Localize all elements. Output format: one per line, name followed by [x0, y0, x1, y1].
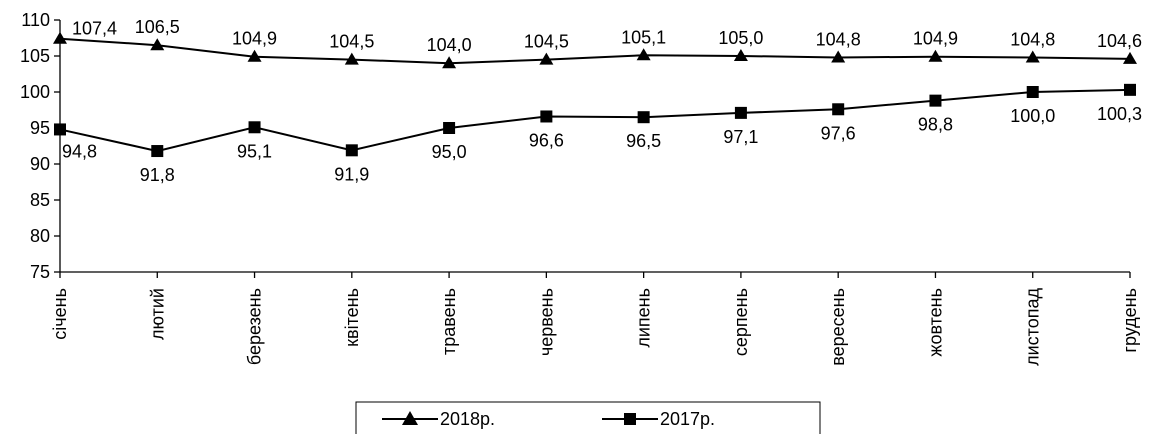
data-label: 107,4 [72, 19, 117, 39]
series-marker-square [151, 145, 164, 158]
data-label: 104,8 [816, 29, 861, 49]
series-marker-square [345, 144, 358, 157]
data-label: 104,8 [1010, 29, 1055, 49]
series-marker-triangle [539, 52, 554, 65]
data-label: 104,5 [329, 32, 374, 52]
data-label: 97,1 [723, 127, 758, 147]
y-tick-label: 110 [21, 10, 50, 30]
data-label: 105,1 [621, 27, 666, 47]
series-line-1 [59, 37, 1131, 65]
y-tick-label: 80 [30, 226, 50, 246]
series-marker-square [54, 123, 66, 136]
x-tick-label: липень [634, 288, 654, 348]
series-marker-triangle [1025, 50, 1040, 63]
series-marker-square [1124, 83, 1136, 96]
x-tick-label: грудень [1120, 288, 1140, 353]
series-marker-square [929, 94, 942, 107]
x-tick-label: жовтень [925, 288, 945, 357]
series-marker-triangle [247, 49, 262, 62]
series-marker-square [443, 122, 456, 134]
data-label: 95,0 [432, 142, 467, 162]
x-tick-label: січень [50, 288, 70, 340]
y-tick-label: 75 [30, 262, 50, 282]
series-marker-triangle [344, 52, 359, 65]
data-label: 94,8 [62, 141, 97, 161]
data-label: 96,6 [529, 130, 564, 150]
data-labels: 107,4 106,5 104,9 104,5 104,0 104,5 105,1 105,0… [62, 17, 1142, 185]
y-tick-label: 95 [30, 118, 50, 138]
series-marker-triangle [636, 48, 651, 61]
y-tick-label: 90 [30, 154, 50, 174]
data-label: 98,8 [918, 115, 953, 135]
series-marker-square [248, 121, 261, 134]
data-label: 97,6 [821, 123, 856, 143]
x-tick-label: серпень [731, 288, 751, 356]
chart-legend: 2018р. 2017р. [355, 401, 821, 434]
x-tick-label: лютий [147, 288, 167, 340]
chart-axes: 75 80 85 90 95 100 105 110 січень лютий березень кв… [20, 10, 1140, 366]
series-marker-triangle [150, 38, 165, 51]
series-line-2 [59, 88, 1131, 153]
data-label: 104,9 [232, 29, 277, 49]
data-label: 104,9 [913, 29, 958, 49]
series-marker-square [832, 103, 845, 116]
legend-label: 2018р. [440, 409, 495, 429]
series-marker-triangle [53, 31, 67, 44]
legend-marker-square [624, 413, 636, 425]
data-label: 105,0 [718, 28, 763, 48]
y-tick-label: 105 [20, 46, 50, 66]
data-label: 100,3 [1097, 104, 1142, 124]
y-tick-label: 100 [20, 82, 50, 102]
series-marker-triangle [831, 50, 846, 63]
series-marker-triangle [733, 49, 748, 61]
data-label: 100,0 [1010, 106, 1055, 126]
series-marker-triangle [1123, 51, 1137, 64]
data-label: 95,1 [237, 141, 272, 161]
data-label: 104,6 [1097, 31, 1142, 51]
series-marker-triangle [442, 56, 457, 69]
series-marker-square [637, 111, 650, 124]
x-tick-label: березень [245, 288, 265, 365]
x-tick-label: червень [536, 288, 556, 356]
series-marker-square [1026, 86, 1039, 98]
y-tick-label: 85 [30, 190, 50, 210]
x-tick-label: листопад [1023, 288, 1043, 366]
legend-marker-triangle [402, 411, 418, 425]
data-label: 91,8 [140, 165, 175, 185]
data-label: 96,5 [626, 131, 661, 151]
chart-series [53, 31, 1137, 158]
data-label: 91,9 [334, 164, 369, 184]
data-label: 106,5 [135, 17, 180, 37]
data-label: 104,5 [524, 32, 569, 52]
series-marker-square [540, 110, 553, 123]
series-marker-square [734, 106, 747, 119]
x-tick-label: квітень [342, 288, 362, 347]
legend-label: 2017р. [660, 409, 715, 429]
x-tick-label: травень [439, 288, 459, 355]
series-marker-triangle [928, 49, 943, 62]
x-tick-label: вересень [828, 288, 848, 366]
data-label: 104,0 [427, 35, 472, 55]
